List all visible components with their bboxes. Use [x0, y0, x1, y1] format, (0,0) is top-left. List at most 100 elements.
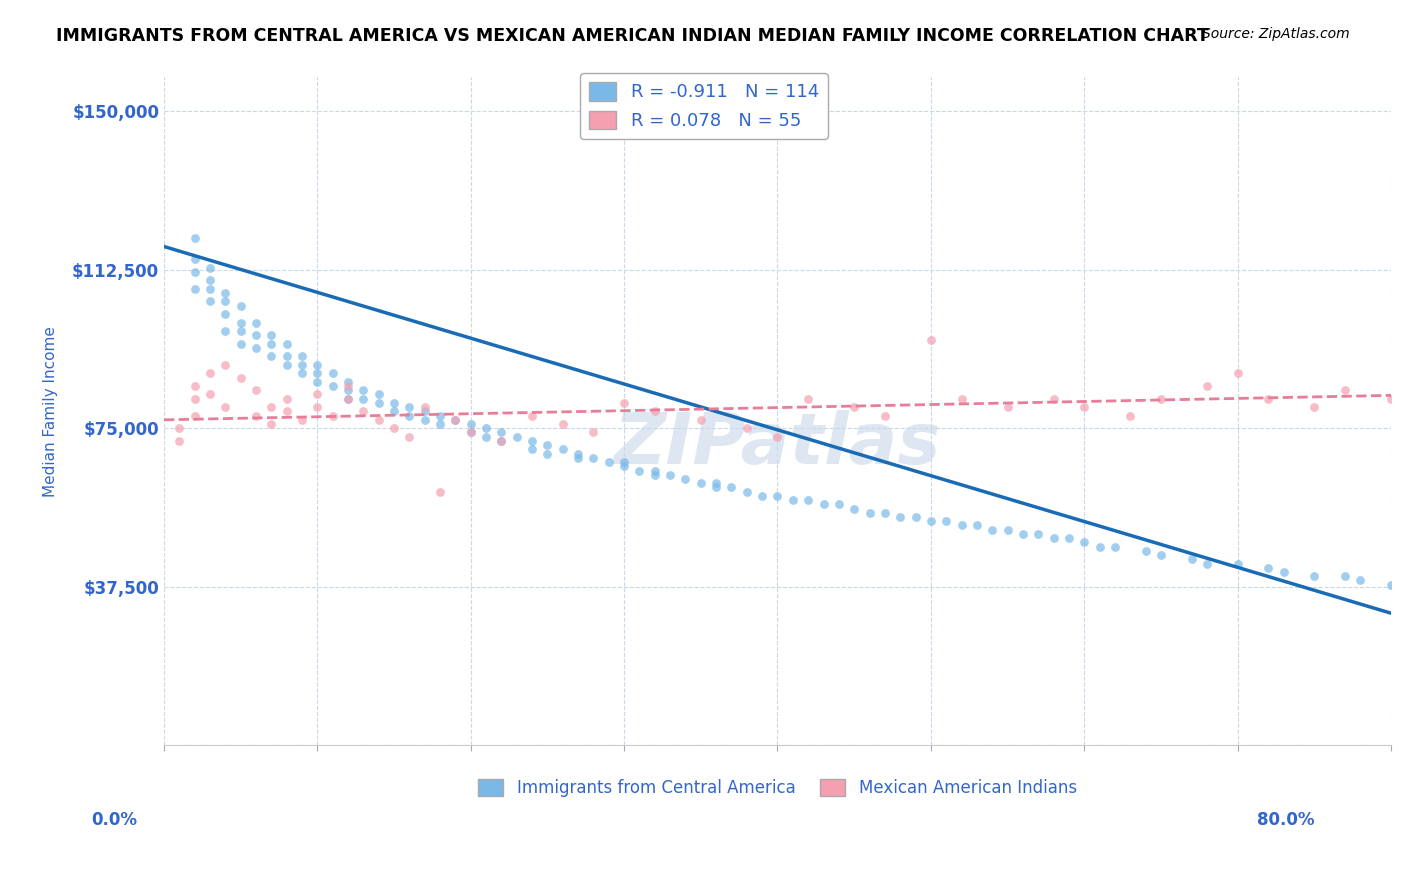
Point [1379, 577, 1402, 591]
Point [276, 404, 298, 418]
Text: 80.0%: 80.0% [1257, 811, 1315, 829]
Point [1073, 535, 1095, 549]
Point [382, 421, 405, 435]
Point [245, 328, 267, 343]
Point [183, 409, 205, 423]
Point [1303, 569, 1326, 583]
Point [920, 333, 942, 347]
Point [291, 350, 314, 364]
Point [382, 404, 405, 418]
Point [245, 409, 267, 423]
Point [536, 447, 558, 461]
Point [644, 404, 666, 418]
Point [198, 282, 221, 296]
Point [245, 341, 267, 355]
Point [613, 455, 636, 469]
Point [367, 396, 389, 410]
Point [935, 514, 957, 528]
Point [260, 336, 283, 351]
Point [337, 392, 360, 406]
Text: IMMIGRANTS FROM CENTRAL AMERICA VS MEXICAN AMERICAN INDIAN MEDIAN FAMILY INCOME : IMMIGRANTS FROM CENTRAL AMERICA VS MEXIC… [56, 27, 1209, 45]
Point [475, 421, 498, 435]
Point [183, 392, 205, 406]
Point [198, 294, 221, 309]
Point [429, 409, 451, 423]
Point [214, 324, 236, 338]
Point [844, 501, 866, 516]
Point [245, 383, 267, 397]
Point [460, 417, 482, 431]
Point [720, 480, 742, 494]
Point [997, 523, 1019, 537]
Point [214, 400, 236, 414]
Point [1104, 540, 1126, 554]
Point [352, 383, 374, 397]
Point [276, 358, 298, 372]
Point [1181, 552, 1204, 566]
Point [198, 387, 221, 401]
Point [1303, 400, 1326, 414]
Point [444, 413, 467, 427]
Point [1150, 548, 1173, 562]
Point [1226, 557, 1249, 571]
Point [367, 387, 389, 401]
Point [307, 387, 329, 401]
Point [813, 497, 835, 511]
Point [920, 514, 942, 528]
Point [337, 383, 360, 397]
Point [567, 447, 589, 461]
Point [398, 409, 420, 423]
Point [183, 265, 205, 279]
Point [352, 392, 374, 406]
Point [582, 425, 605, 440]
Point [352, 404, 374, 418]
Point [782, 493, 804, 508]
Point [413, 413, 436, 427]
Point [1272, 565, 1295, 579]
Point [644, 467, 666, 482]
Point [291, 367, 314, 381]
Point [889, 510, 911, 524]
Point [491, 434, 513, 448]
Point [582, 450, 605, 465]
Legend: Immigrants from Central America, Mexican American Indians: Immigrants from Central America, Mexican… [471, 772, 1084, 804]
Point [506, 430, 529, 444]
Point [398, 430, 420, 444]
Text: ZIPatlas: ZIPatlas [614, 410, 941, 479]
Point [735, 421, 758, 435]
Point [229, 370, 252, 384]
Point [183, 252, 205, 267]
Point [904, 510, 927, 524]
Point [444, 413, 467, 427]
Point [260, 417, 283, 431]
Point [1073, 400, 1095, 414]
Point [337, 392, 360, 406]
Point [1334, 383, 1357, 397]
Point [675, 472, 697, 486]
Point [307, 375, 329, 389]
Point [291, 413, 314, 427]
Point [214, 294, 236, 309]
Point [997, 400, 1019, 414]
Point [429, 484, 451, 499]
Point [1088, 540, 1111, 554]
Point [1226, 367, 1249, 381]
Point [520, 409, 543, 423]
Point [260, 350, 283, 364]
Point [276, 336, 298, 351]
Point [950, 518, 973, 533]
Point [491, 425, 513, 440]
Point [1135, 544, 1157, 558]
Point [198, 260, 221, 275]
Point [214, 285, 236, 300]
Point [169, 434, 191, 448]
Point [613, 396, 636, 410]
Point [460, 425, 482, 440]
Point [520, 434, 543, 448]
Point [307, 358, 329, 372]
Point [169, 421, 191, 435]
Point [322, 367, 344, 381]
Point [245, 316, 267, 330]
Point [1012, 527, 1035, 541]
Point [1195, 557, 1218, 571]
